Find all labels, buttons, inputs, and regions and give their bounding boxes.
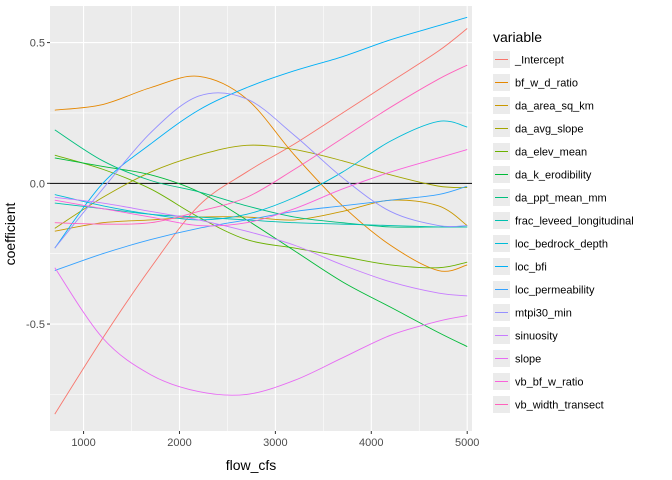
y-axis-title: coefficient [2, 202, 18, 265]
series-line-vb-bf-w-ratio [54, 149, 468, 227]
series-line-sinuosity [54, 196, 468, 297]
legend-label: sinuosity [515, 331, 558, 343]
series-line-da-area-sq-km [54, 199, 468, 232]
legend-label: frac_leveed_longitudinal [515, 216, 634, 228]
x-tick-label: 5000 [455, 437, 479, 449]
y-axis: -0.5 0.0 0.5 [26, 38, 50, 331]
legend-label: vb_width_transect [515, 400, 604, 412]
y-tick-label: 0.5 [30, 38, 45, 50]
legend-label: da_avg_slope [515, 124, 584, 136]
series-line-da-avg-slope [54, 144, 468, 229]
y-tick-label: 0.0 [30, 178, 45, 190]
legend-label: da_elev_mean [515, 147, 587, 159]
legend-items: _Intercept bf_w_d_ratio da_area_sq_km da_av… [493, 51, 634, 413]
legend-title: variable [493, 29, 542, 45]
x-tick-label: 2000 [167, 437, 191, 449]
legend-label: loc_bedrock_depth [515, 239, 608, 251]
x-axis: 1000 2000 3000 4000 5000 [71, 431, 479, 449]
series-line-slope [54, 267, 468, 396]
y-tick-label: -0.5 [26, 319, 45, 331]
legend-label: _Intercept [514, 55, 564, 67]
legend-label: loc_bfi [515, 262, 547, 274]
legend-label: da_ppt_mean_mm [515, 193, 607, 205]
legend-label: mtpi30_min [515, 308, 572, 320]
series-line-vb-width-transect [54, 64, 468, 225]
legend-label: da_area_sq_km [515, 101, 594, 113]
series-line-da-ppt-mean-mm [54, 129, 468, 228]
x-tick-label: 4000 [359, 437, 383, 449]
x-tick-label: 1000 [71, 437, 95, 449]
series-lines [54, 16, 468, 415]
series-line-loc-bedrock-depth [54, 120, 468, 221]
legend-label: bf_w_d_ratio [515, 78, 578, 90]
legend-label: slope [515, 354, 541, 366]
series-line-mtpi30-min [54, 92, 468, 249]
series-line-da-elev-mean [54, 154, 468, 269]
series-line-frac-leveed-longitudinal [54, 202, 468, 228]
x-tick-label: 3000 [263, 437, 287, 449]
legend-label: loc_permeability [515, 285, 595, 297]
series-line-da-k-erodibility [54, 157, 468, 347]
legend-label: vb_bf_w_ratio [515, 377, 584, 389]
series-line-intercept [54, 28, 468, 415]
legend-label: da_k_erodibility [515, 170, 592, 182]
legend: variable _Intercept bf_w_d_ratio da_area_s… [493, 29, 634, 413]
series-line-loc-permeability [54, 185, 468, 271]
x-axis-title: flow_cfs [226, 457, 277, 473]
series-line-bf-w-d-ratio [54, 75, 468, 272]
